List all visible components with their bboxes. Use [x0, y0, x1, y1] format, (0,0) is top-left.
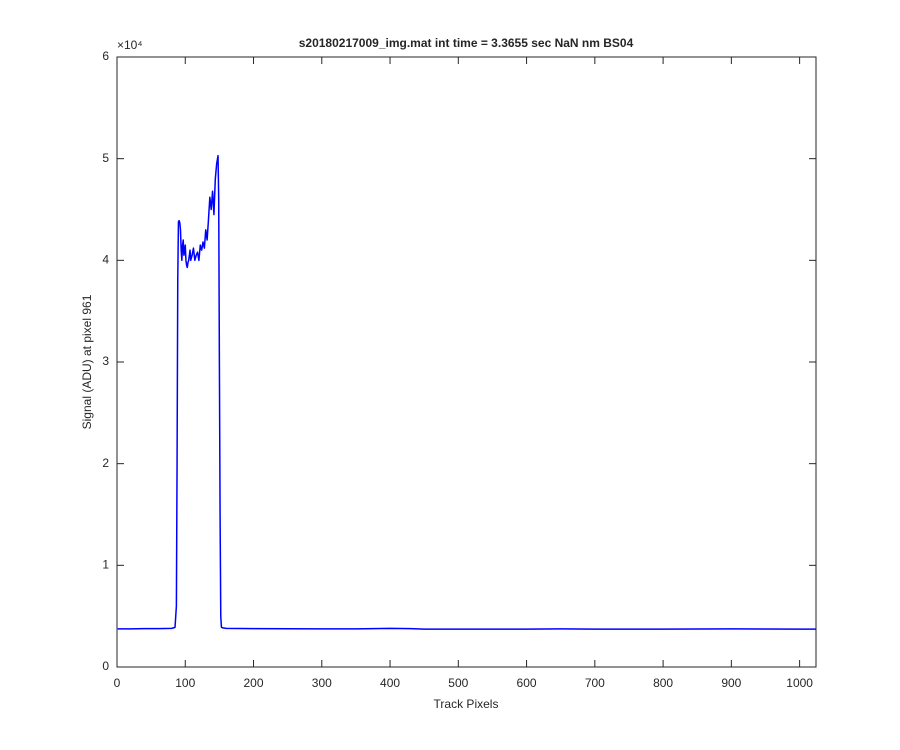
y-tick-label: 5 [102, 151, 109, 165]
y-tick-label: 4 [102, 253, 109, 267]
x-tick-label: 1000 [786, 676, 813, 690]
x-tick-label: 500 [448, 676, 468, 690]
x-tick-label: 700 [585, 676, 605, 690]
data-line [117, 154, 816, 630]
plot-box [116, 56, 817, 668]
x-tick-label: 800 [653, 676, 673, 690]
x-tick-label: 300 [312, 676, 332, 690]
y-axis-label: Signal (ADU) at pixel 961 [80, 294, 94, 429]
x-tick-label: 0 [114, 676, 121, 690]
y-tick-label: 3 [102, 354, 109, 368]
x-tick-label: 600 [517, 676, 537, 690]
y-exponent: ×10⁴ [117, 38, 143, 52]
y-tick-label: 6 [102, 49, 109, 63]
chart-title: s20180217009_img.mat int time = 3.3655 s… [299, 36, 634, 50]
x-axis-label: Track Pixels [434, 697, 499, 711]
y-tick-label: 0 [102, 659, 109, 673]
y-tick-label: 1 [102, 558, 109, 572]
x-tick-label: 400 [380, 676, 400, 690]
y-tick-label: 2 [102, 456, 109, 470]
x-tick-label: 200 [244, 676, 264, 690]
x-tick-label: 900 [721, 676, 741, 690]
x-tick-label: 100 [175, 676, 195, 690]
